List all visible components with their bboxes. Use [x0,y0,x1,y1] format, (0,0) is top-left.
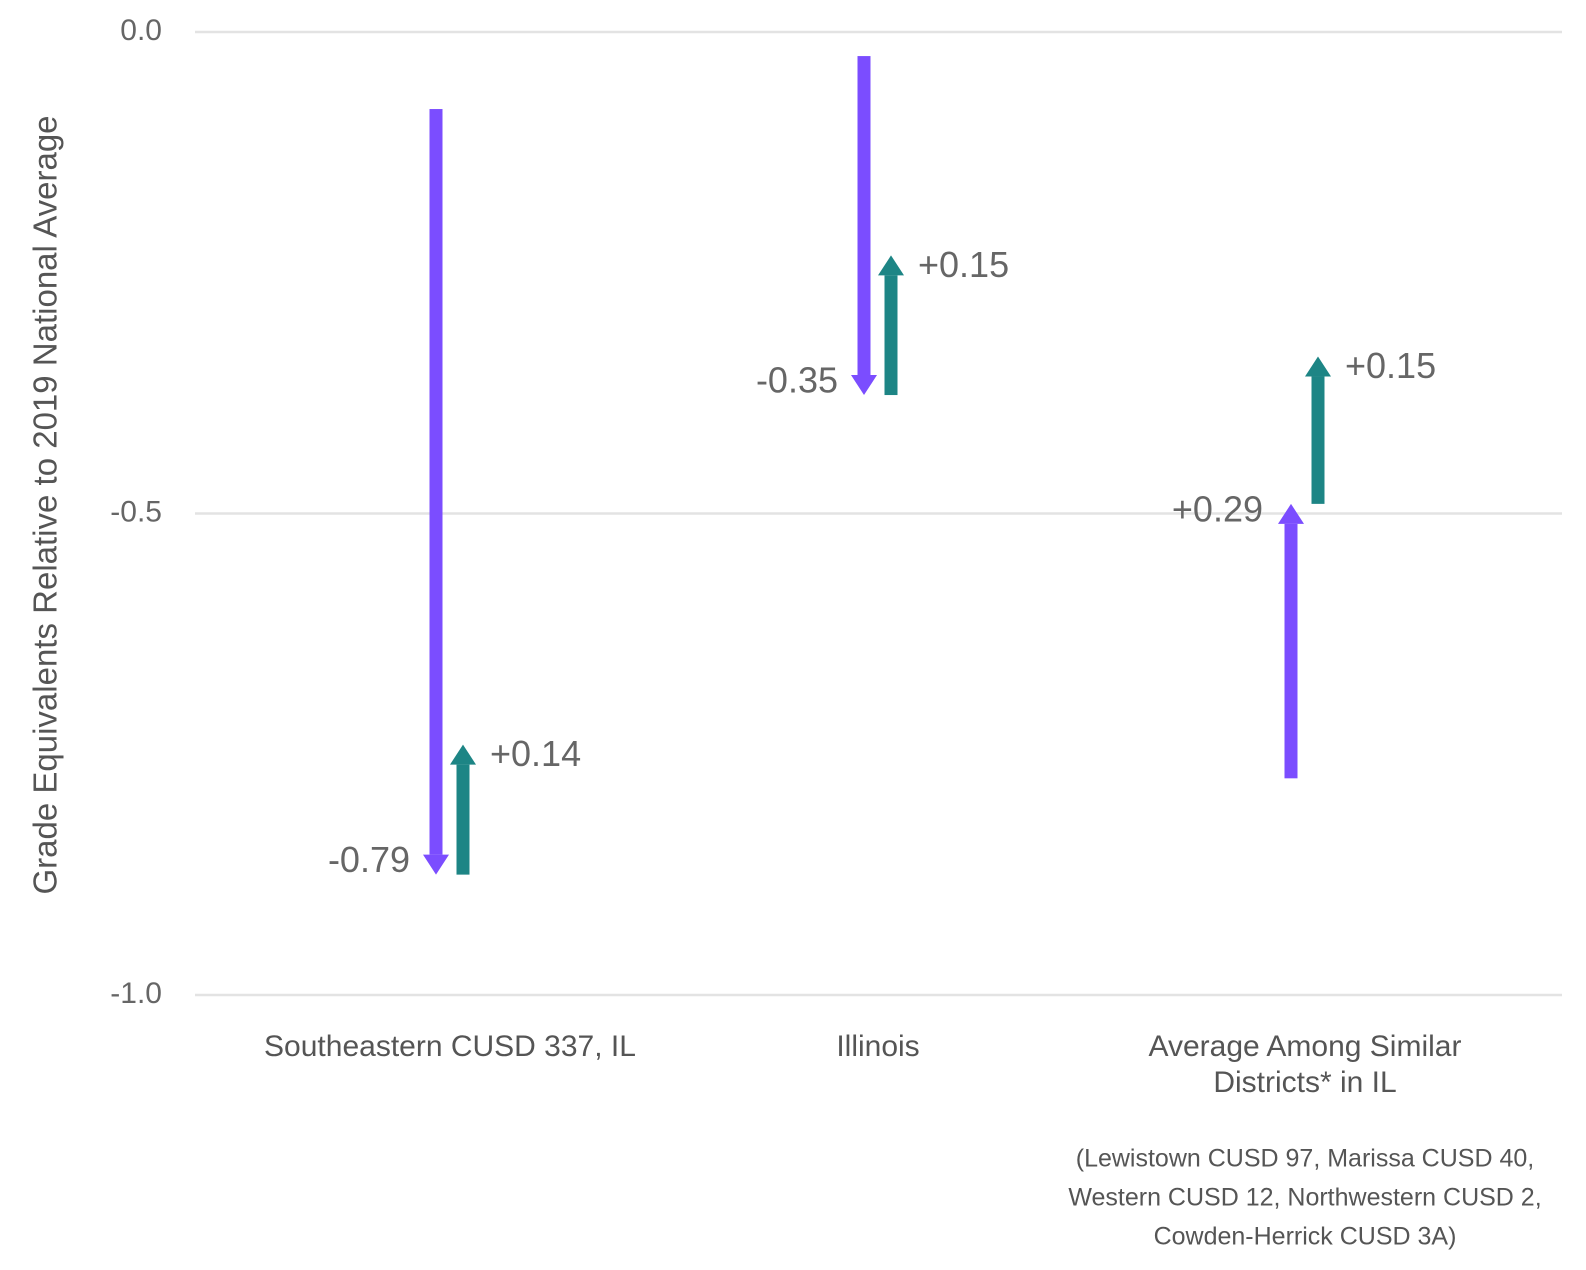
arrow-value-label: +0.29 [1172,488,1263,529]
category-note: Cowden-Herrick CUSD 3A) [1154,1223,1457,1251]
category-label: Illinois [836,1030,919,1063]
y-tick-label: 0.0 [120,14,162,47]
arrow-value-label: +0.14 [490,733,581,774]
arrow-head-2-0 [1278,503,1304,524]
arrow-head-1-0 [851,375,877,396]
category-label: Southeastern CUSD 337, IL [264,1030,636,1063]
grid-lines [195,30,1562,997]
category-note: Western CUSD 12, Northwestern CUSD 2, [1068,1184,1541,1212]
arrow-shaft-1-0 [857,56,871,376]
category-label: Average Among Similar [1149,1030,1462,1063]
arrow-shaft-1-1 [884,275,898,396]
arrow-head-2-1 [1305,356,1331,377]
arrow-head-1-1 [878,255,904,276]
category-labels: Southeastern CUSD 337, IL Illinois Average… [264,1030,1542,1251]
arrow-shaft-0-0 [429,109,443,855]
arrow-value-label: -0.79 [328,839,410,880]
category-note: (Lewistown CUSD 97, Marissa CUSD 40, [1076,1145,1534,1173]
arrow-shaft-2-1 [1311,376,1325,504]
y-tick-labels: 0.0 -0.5 -1.0 [110,14,162,1010]
arrow-value-label: +0.15 [1345,345,1436,386]
y-tick-label: -0.5 [110,495,162,528]
data-labels: -0.79 +0.14 -0.35 +0.15 +0.29 +0.15 [328,244,1436,880]
arrow-shaft-0-1 [456,764,470,875]
category-label: Districts* in IL [1213,1066,1396,1099]
arrow-value-label: +0.15 [918,244,1009,285]
arrow-head-0-0 [423,854,449,875]
arrow-shaft-2-0 [1284,523,1298,779]
arrow-value-label: -0.35 [756,360,838,401]
y-axis-title: Grade Equivalents Relative to 2019 Natio… [27,115,64,894]
y-tick-label: -1.0 [110,977,162,1010]
arrow-head-0-1 [450,744,476,765]
arrows [423,56,1331,875]
